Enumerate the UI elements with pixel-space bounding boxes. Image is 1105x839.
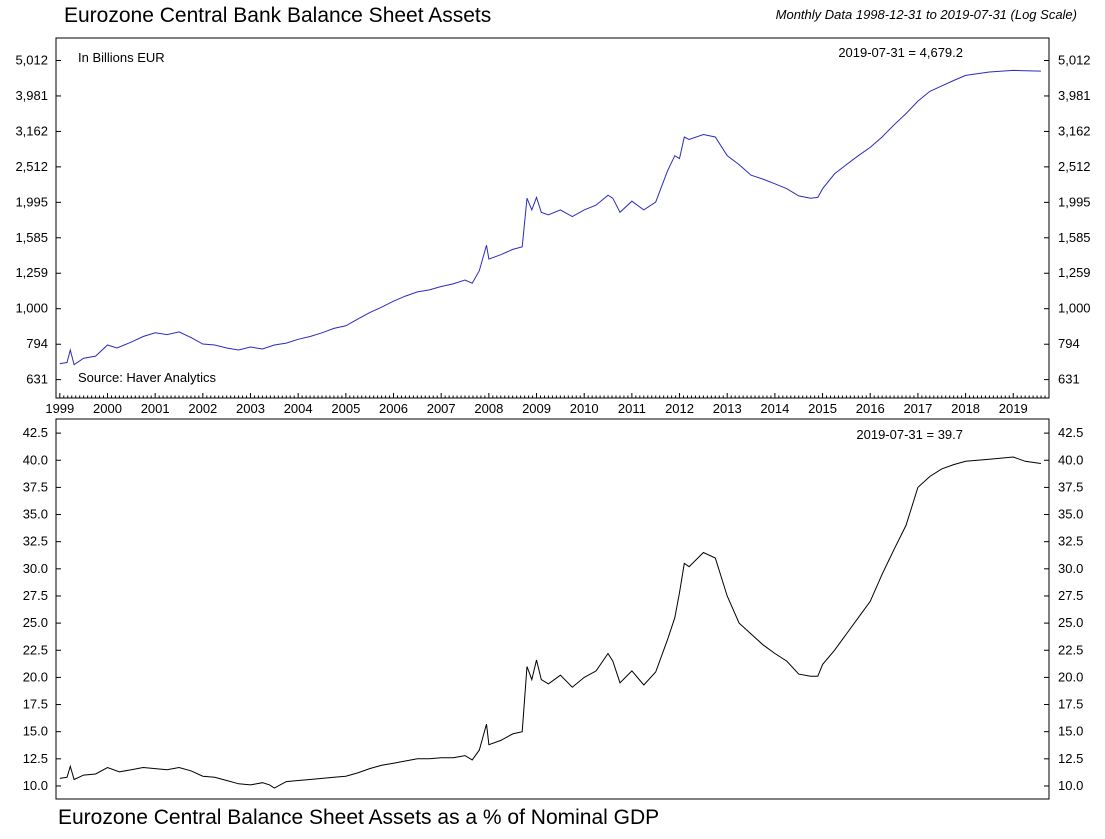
chart-subtitle: Monthly Data 1998-12-31 to 2019-07-31 (L… — [775, 7, 1077, 22]
x-tick-label: 2005 — [331, 401, 360, 416]
top-y-tick-label-left: 1,259 — [15, 265, 48, 280]
top-y-tick-label-right: 794 — [1058, 336, 1080, 351]
top-y-tick-label-left: 794 — [26, 336, 48, 351]
top-y-tick-label-right: 2,512 — [1058, 159, 1091, 174]
bottom-y-tick-label-left: 15.0 — [23, 724, 48, 739]
top-y-tick-label-right: 1,585 — [1058, 230, 1091, 245]
bottom-y-tick-label-right: 30.0 — [1058, 561, 1083, 576]
bottom-y-tick-label-right: 12.5 — [1058, 751, 1083, 766]
top-y-tick-label-left: 1,995 — [15, 194, 48, 209]
bottom-y-tick-label-right: 17.5 — [1058, 697, 1083, 712]
top-y-tick-label-left: 631 — [26, 372, 48, 387]
x-tick-label: 2012 — [665, 401, 694, 416]
top-y-tick-label-left: 3,162 — [15, 123, 48, 138]
x-tick-label: 2007 — [427, 401, 456, 416]
bottom-y-tick-label-right: 25.0 — [1058, 615, 1083, 630]
bottom-y-tick-label-left: 30.0 — [23, 561, 48, 576]
top-y-tick-label-right: 1,995 — [1058, 194, 1091, 209]
x-tick-label: 2006 — [379, 401, 408, 416]
bottom-y-axis-right: 10.0 12.5 15.0 17.5 20.0 22.5 25.0 27.5 30.0 32.5… — [1044, 425, 1083, 793]
x-tick-label: 2002 — [188, 401, 217, 416]
x-tick-label: 2003 — [236, 401, 265, 416]
bottom-y-tick-label-right: 15.0 — [1058, 724, 1083, 739]
x-tick-label: 2008 — [474, 401, 503, 416]
bottom-y-tick-label-right: 37.5 — [1058, 479, 1083, 494]
bottom-y-tick-label-right: 10.0 — [1058, 778, 1083, 793]
bottom-y-tick-label-left: 40.0 — [23, 452, 48, 467]
top-y-tick-label-left: 1,000 — [15, 301, 48, 316]
top-y-tick-label-left: 5,012 — [15, 52, 48, 67]
x-tick-label: 2001 — [141, 401, 170, 416]
x-tick-label: 2013 — [713, 401, 742, 416]
x-tick-label: 2011 — [618, 401, 646, 416]
top-y-tick-label-right: 3,981 — [1058, 88, 1091, 103]
bottom-y-tick-label-left: 27.5 — [23, 588, 48, 603]
bottom-y-tick-label-left: 12.5 — [23, 751, 48, 766]
top-y-tick-label-right: 5,012 — [1058, 52, 1091, 67]
bottom-y-tick-label-left: 25.0 — [23, 615, 48, 630]
bottom-y-tick-label-left: 20.0 — [23, 669, 48, 684]
bottom-chart-panel: 10.0 12.5 15.0 17.5 20.0 22.5 25.0 27.5 30.0 32.5… — [23, 418, 1083, 800]
x-tick-label: 2019 — [999, 401, 1028, 416]
bottom-series-line — [59, 456, 1041, 789]
top-end-value-label: 2019-07-31 = 4,679.2 — [838, 45, 963, 60]
x-tick-label: 2014 — [760, 401, 789, 416]
bottom-y-tick-label-right: 35.0 — [1058, 507, 1083, 522]
top-y-tick-label-right: 1,259 — [1058, 265, 1091, 280]
bottom-y-tick-label-left: 32.5 — [23, 534, 48, 549]
top-y-tick-label-left: 2,512 — [15, 159, 48, 174]
top-y-axis-right: 631 794 1,000 1,259 1,585 1,995 2,512 3,162 3,98… — [1044, 52, 1091, 387]
x-tick-label: 2018 — [951, 401, 980, 416]
top-y-tick-label-right: 631 — [1058, 372, 1080, 387]
top-chart-panel: 631 794 1,000 1,259 1,585 1,995 2,512 3,162 3,98… — [15, 37, 1091, 416]
bottom-y-tick-label-left: 37.5 — [23, 479, 48, 494]
x-tick-label: 2015 — [808, 401, 837, 416]
top-y-tick-label-right: 3,162 — [1058, 123, 1091, 138]
top-y-tick-label-left: 1,585 — [15, 230, 48, 245]
bottom-chart-title: Eurozone Central Balance Sheet Assets as… — [58, 806, 660, 829]
bottom-y-tick-label-left: 10.0 — [23, 778, 48, 793]
bottom-end-value-label: 2019-07-31 = 39.7 — [856, 427, 963, 442]
bottom-y-tick-label-right: 32.5 — [1058, 534, 1083, 549]
unit-label: In Billions EUR — [78, 50, 165, 65]
bottom-y-tick-label-right: 20.0 — [1058, 669, 1083, 684]
bottom-chart-frame — [55, 418, 1050, 800]
top-x-axis: 1999 2000 2001 2002 2003 2004 2005 2006 2007 2008… — [45, 393, 1050, 416]
x-tick-label: 2017 — [903, 401, 932, 416]
bottom-y-tick-label-right: 40.0 — [1058, 452, 1083, 467]
x-tick-label: 2000 — [93, 401, 122, 416]
top-series-line — [59, 69, 1041, 366]
bottom-y-axis-left: 10.0 12.5 15.0 17.5 20.0 22.5 25.0 27.5 30.0 32.5… — [23, 425, 61, 793]
top-y-axis-left: 631 794 1,000 1,259 1,585 1,995 2,512 3,162 3,98… — [15, 52, 61, 387]
x-tick-label: 1999 — [45, 401, 74, 416]
bottom-y-tick-label-left: 22.5 — [23, 642, 48, 657]
x-tick-label: 2016 — [856, 401, 885, 416]
bottom-y-tick-label-right: 42.5 — [1058, 425, 1083, 440]
top-y-tick-label-right: 1,000 — [1058, 301, 1091, 316]
x-tick-label: 2004 — [284, 401, 313, 416]
x-tick-label: 2010 — [570, 401, 599, 416]
bottom-y-tick-label-right: 27.5 — [1058, 588, 1083, 603]
top-y-tick-label-left: 3,981 — [15, 88, 48, 103]
main-title: Eurozone Central Bank Balance Sheet Asse… — [64, 4, 492, 27]
bottom-y-tick-label-left: 35.0 — [23, 507, 48, 522]
bottom-y-tick-label-right: 22.5 — [1058, 642, 1083, 657]
source-label: Source: Haver Analytics — [78, 370, 217, 385]
bottom-y-tick-label-left: 42.5 — [23, 425, 48, 440]
x-tick-label: 2009 — [522, 401, 551, 416]
bottom-y-tick-label-left: 17.5 — [23, 697, 48, 712]
